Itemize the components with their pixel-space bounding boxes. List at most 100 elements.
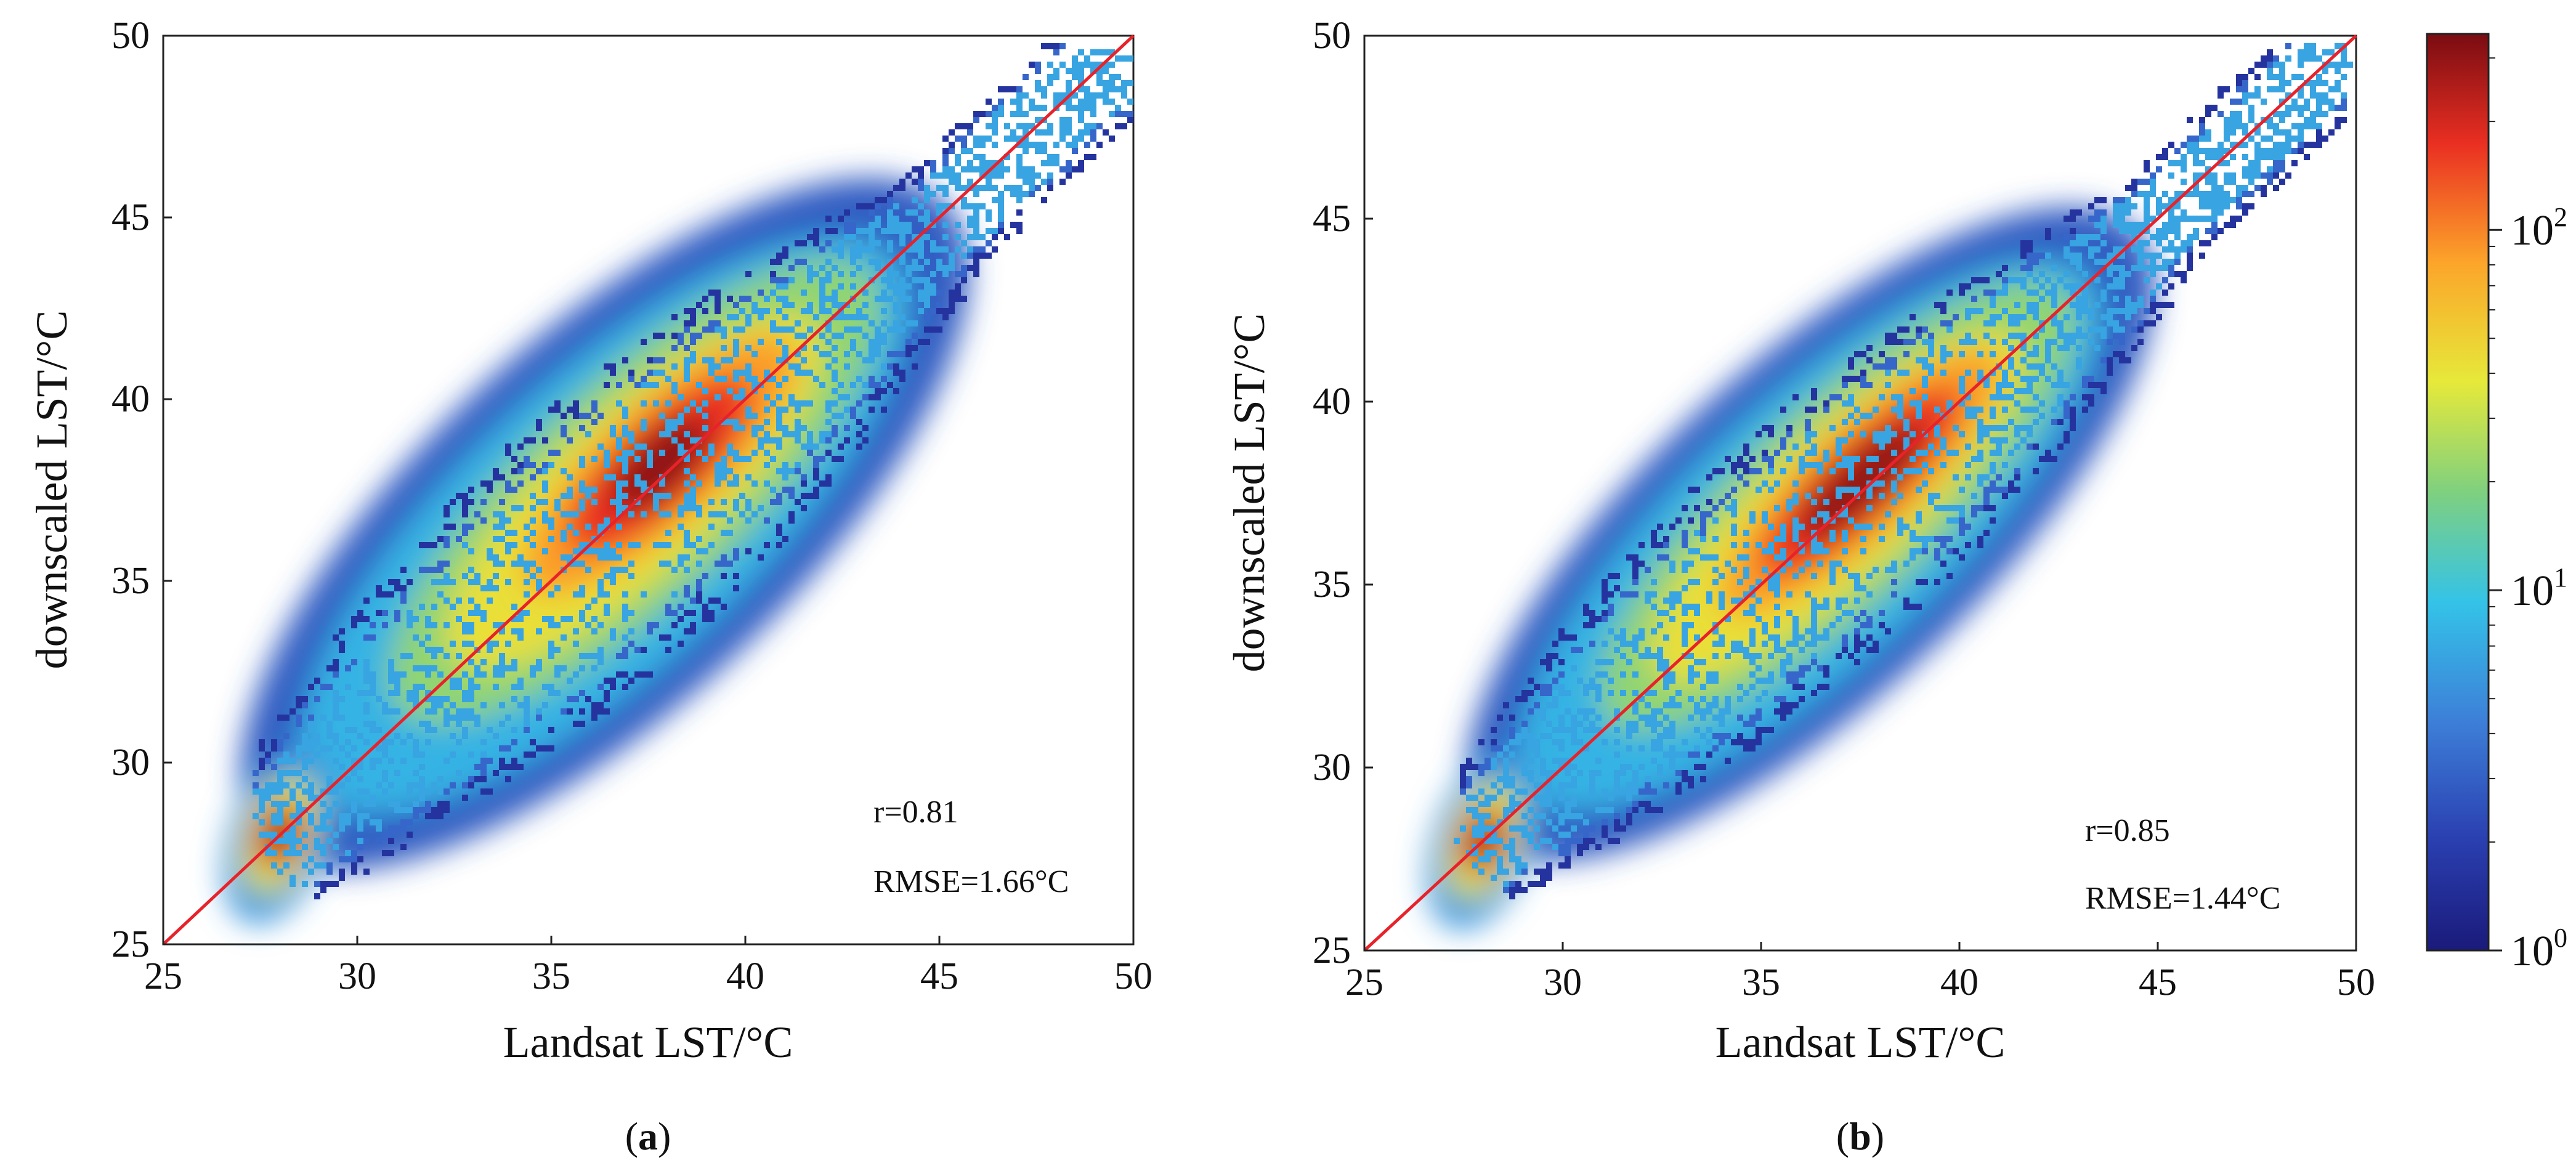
subplot-b-scatter-point: [2057, 382, 2064, 388]
subplot-a-scatter-point: [480, 671, 487, 678]
subplot-a-scatter-point: [899, 326, 905, 333]
subplot-b-scatter-point: [1990, 339, 1996, 345]
subplot-b-scatter-point: [1694, 505, 1700, 511]
subplot-b-scatter-point: [1953, 474, 1959, 480]
subplot-a-scatter-point: [942, 172, 949, 179]
subplot-a-scatter-point: [333, 702, 339, 708]
subplot-b-scatter-point: [1990, 468, 1996, 474]
subplot-a-scatter-point: [548, 524, 554, 530]
subplot-a-scatter-point: [456, 770, 462, 776]
subplot-a-scatter-point: [634, 647, 641, 653]
subplot-a-scatter-point: [1078, 99, 1084, 105]
subplot-a-scatter-point: [678, 339, 684, 345]
subplot-b-scatter-point: [1922, 536, 1928, 542]
subplot-b-scatter-point: [1460, 776, 1466, 782]
subplot-b-scatter-point: [2033, 277, 2039, 283]
subplot-a-scatter-point: [376, 696, 382, 702]
subplot-a-scatter-point: [641, 591, 647, 598]
subplot-a-scatter-point: [647, 370, 653, 376]
subplot-b-scatter-point: [2100, 388, 2107, 394]
subplot-a-scatter-point: [924, 160, 930, 166]
subplot-a-scatter-point: [511, 727, 517, 733]
subplot-a-scatter-point: [419, 542, 425, 548]
subplot-b-scatter-point: [2279, 86, 2285, 92]
subplot-b-scatter-point: [2279, 179, 2285, 185]
subplot-b-scatter-point: [1749, 715, 1756, 721]
subplot-a-scatter-point: [721, 511, 727, 517]
subplot-b-scatter-point: [2119, 265, 2125, 271]
subplot-b-scatter-point: [2039, 283, 2045, 290]
subplot-b-scatter-point: [1515, 869, 1521, 875]
subplot-b-scatter-point: [1977, 370, 1983, 376]
subplot-a-scatter-point: [597, 622, 604, 628]
subplot-a-scatter-point: [912, 197, 918, 203]
subplot-b-scatter-point: [1632, 801, 1638, 807]
subplot-b-scatter-point: [2094, 197, 2100, 203]
subplot-b-scatter-point: [2131, 308, 2137, 314]
subplot-a-scatter-point: [912, 234, 918, 240]
subplot-a-scatter-point: [1090, 68, 1096, 74]
subplot-b-scatter-point: [1737, 684, 1743, 690]
subplot-b-scatter-point: [1540, 881, 1546, 887]
subplot-a-scatter-point: [733, 474, 739, 480]
subplot-b-scatter-point: [2316, 123, 2322, 129]
subplot-b-scatter-point: [1503, 758, 1509, 764]
subplot-a-scatter-point: [1035, 80, 1041, 86]
subplot-a-scatter-point: [998, 209, 1004, 216]
subplot-b-scatter-point: [1780, 468, 1786, 474]
subplot-a-scatter-point: [702, 388, 708, 394]
subplot-a-scatter-point: [1023, 172, 1029, 179]
subplot-b-scatter-point: [2125, 228, 2131, 234]
subplot-a-scatter-point: [684, 505, 690, 511]
subplot-a-scatter-point: [548, 536, 554, 542]
subplot-b-scatter-point: [2027, 363, 2033, 370]
subplot-a-scatter-point: [973, 111, 979, 117]
subplot-b-scatter-point: [1842, 536, 1848, 542]
subplot-a-scatter-point: [727, 530, 733, 536]
subplot-a-scatter-point: [955, 246, 961, 253]
subplot-b-scatter-point: [2187, 234, 2193, 240]
subplot-a-scatter-point: [715, 290, 721, 296]
subplot-b-scatter-point: [2113, 296, 2119, 302]
subplot-a-scatter-point: [844, 326, 850, 333]
subplot-b-scatter-point: [1910, 468, 1916, 474]
subplot-a-scatter-point: [832, 302, 838, 308]
subplot-b-scatter-point: [1879, 610, 1885, 616]
subplot-b-scatter-point: [2218, 160, 2224, 166]
subplot-b-scatter-point: [2070, 413, 2076, 419]
subplot-b-scatter-point: [1885, 437, 1891, 444]
subplot-b-scatter-point: [1620, 788, 1626, 795]
subplot-b-scatter-point: [1996, 444, 2002, 450]
subplot-a-scatter-point: [357, 616, 363, 622]
subplot-b-scatter-point: [2273, 123, 2279, 129]
subplot-b-scatter-point: [2181, 160, 2187, 166]
subplot-b-scatter-point: [1836, 444, 1842, 450]
subplot-b-scatter-point: [1509, 801, 1515, 807]
subplot-a-scatter-point: [468, 715, 474, 721]
subplot-b-scatter-point: [1602, 819, 1608, 825]
subplot-a-scatter-point: [468, 548, 474, 554]
subplot-a-scatter-point: [819, 308, 825, 314]
subplot-b-scatter-point: [1478, 869, 1484, 875]
subplot-a-scatter-point: [930, 191, 936, 197]
subplot-a-scatter-point: [678, 505, 684, 511]
subplot-b-scatter-point: [1737, 598, 1743, 604]
subplot-a-scatter-point: [567, 678, 573, 684]
subplot-a-scatter-point: [425, 634, 431, 641]
subplot-b-scatter-point: [1552, 641, 1558, 647]
subplot-a-scatter-point: [616, 456, 622, 462]
subplot-b-scatter-point: [1595, 727, 1602, 733]
subplot-a-scatter-point: [333, 832, 339, 838]
subplot-a-scatter-point: [326, 807, 333, 813]
subplot-b-scatter-point: [1743, 530, 1749, 536]
subplot-a-scatter-point: [961, 203, 967, 209]
subplot-a-scatter-point: [751, 450, 758, 456]
subplot-b-scatter-point: [2168, 142, 2174, 148]
subplot-a-scatter-point: [437, 776, 444, 782]
subplot-a-scatter-point: [899, 259, 905, 265]
subplot-a-scatter-point: [955, 172, 961, 179]
subplot-a-scatter-point: [622, 468, 628, 474]
subplot-b-scatter-point: [1749, 684, 1756, 690]
subplot-b-scatter-point: [1558, 739, 1565, 745]
subplot-b-scatter-point: [1928, 499, 1934, 505]
